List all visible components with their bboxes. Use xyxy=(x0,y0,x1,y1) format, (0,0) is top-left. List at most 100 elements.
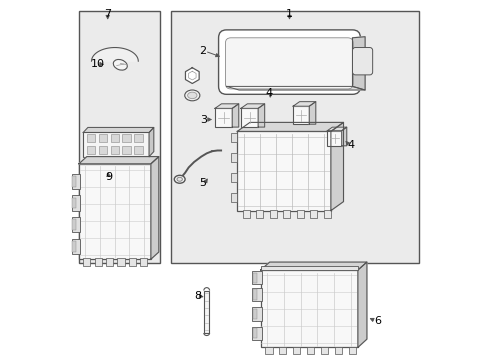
Bar xyxy=(348,347,355,354)
Polygon shape xyxy=(83,127,153,132)
Ellipse shape xyxy=(113,59,127,70)
Bar xyxy=(72,198,76,208)
Bar xyxy=(253,273,257,283)
FancyBboxPatch shape xyxy=(225,38,352,89)
Bar xyxy=(230,193,237,202)
Polygon shape xyxy=(330,122,343,211)
Polygon shape xyxy=(241,104,264,108)
Bar xyxy=(170,11,418,263)
FancyBboxPatch shape xyxy=(218,30,360,94)
Polygon shape xyxy=(326,127,346,131)
Polygon shape xyxy=(292,102,315,106)
Bar xyxy=(334,347,342,354)
Polygon shape xyxy=(341,127,346,146)
Text: 3: 3 xyxy=(200,114,207,125)
Ellipse shape xyxy=(174,175,185,183)
Bar xyxy=(252,307,261,321)
Bar xyxy=(134,146,142,154)
Text: 8: 8 xyxy=(194,291,201,301)
Bar xyxy=(204,291,209,333)
Bar xyxy=(122,146,131,154)
Text: 7: 7 xyxy=(104,9,111,19)
Text: 4: 4 xyxy=(346,140,353,150)
Polygon shape xyxy=(357,262,366,347)
Polygon shape xyxy=(151,157,159,259)
Polygon shape xyxy=(79,157,159,164)
Bar xyxy=(72,195,80,211)
Bar xyxy=(117,258,124,266)
Text: 1: 1 xyxy=(285,9,292,19)
Polygon shape xyxy=(149,127,153,157)
Bar xyxy=(256,210,263,218)
Polygon shape xyxy=(258,104,264,127)
Bar xyxy=(122,134,131,142)
Bar xyxy=(260,266,357,270)
Bar xyxy=(242,210,249,218)
Bar xyxy=(99,146,107,154)
Bar xyxy=(230,153,237,162)
Bar xyxy=(72,217,80,232)
Bar xyxy=(323,210,330,218)
Ellipse shape xyxy=(184,90,200,101)
Bar xyxy=(252,327,261,340)
Bar xyxy=(296,210,303,218)
Ellipse shape xyxy=(187,92,197,99)
Polygon shape xyxy=(260,262,366,270)
Bar xyxy=(72,219,76,230)
Bar xyxy=(87,134,95,142)
Bar xyxy=(306,347,314,354)
Ellipse shape xyxy=(177,177,182,181)
Text: 5: 5 xyxy=(199,178,206,188)
Polygon shape xyxy=(237,122,343,131)
Bar xyxy=(106,258,113,266)
FancyBboxPatch shape xyxy=(352,48,372,75)
Bar xyxy=(252,288,261,301)
Polygon shape xyxy=(185,68,199,84)
Bar xyxy=(265,347,272,354)
Polygon shape xyxy=(309,102,315,124)
Text: 6: 6 xyxy=(373,316,381,326)
Bar xyxy=(260,270,357,347)
Text: 2: 2 xyxy=(199,46,206,56)
Bar xyxy=(253,309,257,319)
Bar xyxy=(279,347,286,354)
Bar xyxy=(79,11,160,263)
Polygon shape xyxy=(352,37,365,90)
Bar xyxy=(134,134,142,142)
Bar xyxy=(283,210,290,218)
Text: 9: 9 xyxy=(104,172,112,182)
Polygon shape xyxy=(232,104,238,127)
Polygon shape xyxy=(215,104,238,108)
Bar xyxy=(269,210,276,218)
Text: 4: 4 xyxy=(265,88,272,98)
Bar xyxy=(83,132,149,157)
Bar xyxy=(140,258,147,266)
Bar xyxy=(72,239,80,254)
Bar xyxy=(79,164,151,259)
Bar xyxy=(72,241,76,252)
Bar xyxy=(110,146,119,154)
Bar xyxy=(99,134,107,142)
Bar xyxy=(326,131,341,146)
Bar xyxy=(321,347,327,354)
Bar xyxy=(83,258,90,266)
Polygon shape xyxy=(226,86,365,90)
Polygon shape xyxy=(91,48,138,61)
Bar xyxy=(215,108,232,127)
Bar xyxy=(309,210,317,218)
Bar xyxy=(292,106,309,124)
Bar xyxy=(72,176,76,187)
Bar xyxy=(237,131,330,211)
Bar xyxy=(230,173,237,182)
Bar xyxy=(293,347,300,354)
Bar xyxy=(252,271,261,284)
Bar xyxy=(253,289,257,300)
Bar xyxy=(241,108,258,127)
Bar xyxy=(253,328,257,338)
Bar xyxy=(87,146,95,154)
Bar xyxy=(230,133,237,142)
Bar xyxy=(110,134,119,142)
Bar xyxy=(128,258,136,266)
Bar xyxy=(72,174,80,189)
Text: 10: 10 xyxy=(91,59,105,69)
